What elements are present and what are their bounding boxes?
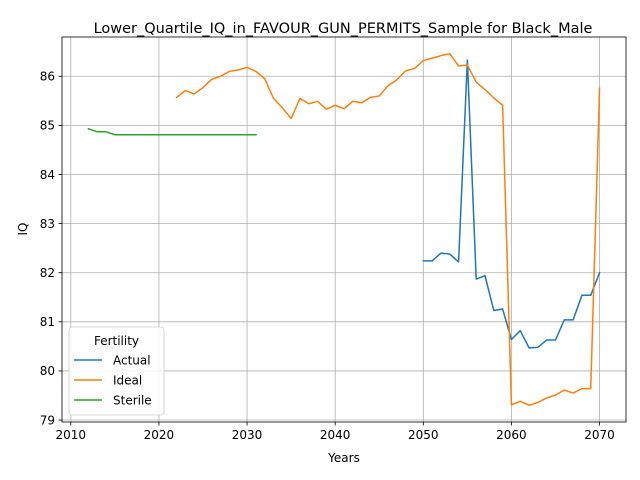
y-tick-label: 83 <box>40 217 55 231</box>
series-line-ideal <box>175 52 601 407</box>
series-lines <box>87 52 601 407</box>
legend-frame <box>68 326 165 416</box>
legend-entries: Actual Ideal Sterile <box>74 353 152 407</box>
chart-title: Lower_Quartile_IQ_in_FAVOUR_GUN_PERMITS_… <box>94 21 593 37</box>
series-line-sterile <box>87 127 257 136</box>
y-tick-label: 81 <box>40 315 55 329</box>
x-tick-label: 2020 <box>144 428 175 442</box>
x-axis-ticks: 2010 2020 2030 2040 2050 2060 2070 <box>56 422 615 442</box>
y-axis-ticks: 79 80 81 82 83 84 85 86 <box>40 70 62 427</box>
axes-frame <box>61 36 627 423</box>
x-axis-label: Years <box>327 451 360 465</box>
x-tick-label: 2060 <box>496 428 527 442</box>
x-tick-label: 2030 <box>232 428 263 442</box>
y-axis-label: IQ <box>16 223 30 236</box>
legend-title: Fertility <box>94 334 139 348</box>
legend-label-actual: Actual <box>113 353 151 367</box>
y-tick-label: 86 <box>40 70 55 84</box>
y-tick-label: 84 <box>40 168 55 182</box>
y-tick-label: 79 <box>40 413 55 427</box>
series-line-actual <box>422 59 601 349</box>
x-tick-label: 2050 <box>408 428 439 442</box>
grid <box>62 37 626 422</box>
x-tick-label: 2070 <box>584 428 615 442</box>
x-tick-label: 2010 <box>56 428 87 442</box>
legend: Fertility Actual Ideal Sterile <box>68 326 165 416</box>
x-tick-label: 2040 <box>320 428 351 442</box>
legend-label-ideal: Ideal <box>113 373 142 387</box>
y-tick-label: 85 <box>40 119 55 133</box>
y-tick-label: 80 <box>40 364 55 378</box>
y-tick-label: 82 <box>40 266 55 280</box>
legend-label-sterile: Sterile <box>113 393 152 407</box>
